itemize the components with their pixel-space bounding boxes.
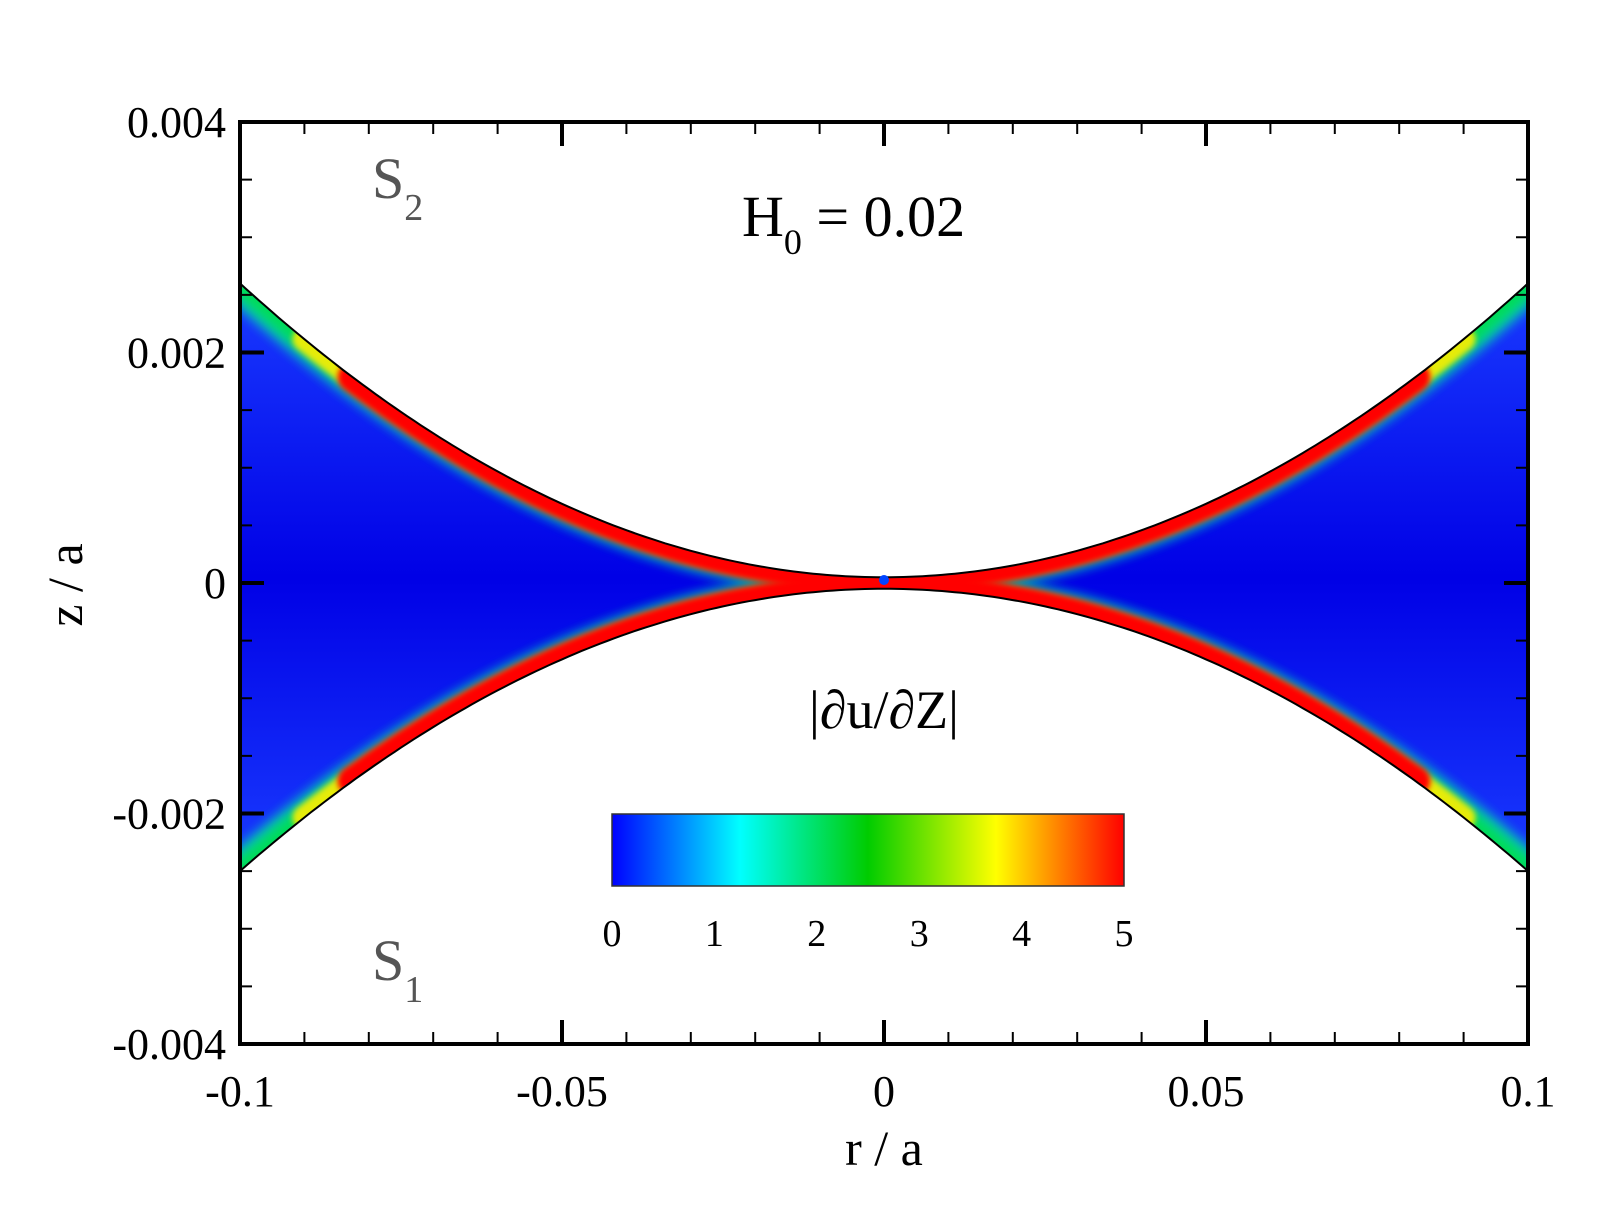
x-tick-label: 0.1 — [1501, 1067, 1556, 1116]
h0-annotation: H0 = 0.02 — [742, 184, 965, 262]
colorbar-tick-label: 0 — [603, 913, 622, 955]
x-axis-title: r / a — [845, 1120, 923, 1176]
x-tick-label: -0.05 — [516, 1067, 608, 1116]
colorbar-tick-label: 4 — [1012, 913, 1031, 955]
y-tick-label: 0 — [204, 559, 226, 608]
s2-main: S — [372, 146, 404, 211]
x-tick-label: -0.1 — [205, 1067, 275, 1116]
colorbar-tick-label: 1 — [705, 913, 724, 955]
colorbar-tick-label: 2 — [807, 913, 826, 955]
colorbar-tick-label: 5 — [1115, 913, 1134, 955]
x-axis-ticks: -0.1 -0.05 0 0.05 0.1 — [205, 122, 1556, 1116]
s1-main: S — [372, 928, 404, 993]
y-tick-label: -0.004 — [112, 1020, 226, 1069]
center-point — [879, 575, 889, 585]
s1-sub: 1 — [404, 969, 423, 1011]
s2-sub: 2 — [404, 187, 423, 229]
field-region — [240, 282, 1528, 872]
field-label: |∂u/∂Z| — [809, 680, 959, 740]
h0-rest: = 0.02 — [802, 184, 965, 249]
y-tick-label: 0.004 — [127, 98, 226, 147]
h0-main: H — [742, 184, 784, 249]
h0-sub: 0 — [784, 222, 802, 262]
x-tick-label: 0 — [873, 1067, 895, 1116]
colorbar-ticks: 0 1 2 3 4 5 — [603, 913, 1134, 955]
surface-label-s1: S1 — [372, 928, 423, 1011]
y-axis-title: z / a — [37, 543, 93, 626]
y-axis-ticks: -0.004 -0.002 0 0.002 0.004 — [112, 98, 1528, 1069]
y-tick-label: 0.002 — [127, 329, 226, 378]
surface-label-s2: S2 — [372, 146, 423, 229]
y-tick-label: -0.002 — [112, 790, 226, 839]
colorbar-tick-label: 3 — [910, 913, 929, 955]
lower-surface-curve — [240, 587, 1528, 872]
x-tick-label: 0.05 — [1168, 1067, 1245, 1116]
colorbar — [611, 813, 1125, 887]
